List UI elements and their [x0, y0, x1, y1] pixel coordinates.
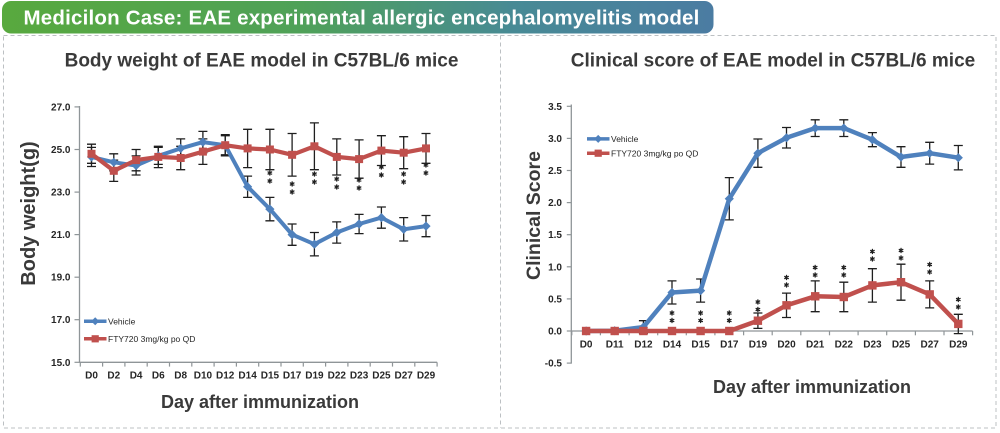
svg-text:0.0: 0.0: [548, 327, 562, 338]
svg-text:Clinical score of EAE model in: Clinical score of EAE model in C57BL/6 m…: [571, 51, 975, 72]
svg-text:FTY720 3mg/kg po QD: FTY720 3mg/kg po QD: [108, 334, 195, 344]
svg-text:Body weight(g): Body weight(g): [18, 141, 40, 285]
svg-text:D4: D4: [130, 371, 143, 382]
svg-text:25.0: 25.0: [51, 145, 71, 156]
svg-text:D25: D25: [372, 371, 391, 382]
svg-text:D27: D27: [395, 371, 414, 382]
svg-text:D6: D6: [152, 371, 165, 382]
svg-text:-0.5: -0.5: [545, 359, 563, 370]
svg-text:17.0: 17.0: [51, 315, 71, 326]
svg-text:1.5: 1.5: [548, 230, 562, 241]
svg-text:FTY720 3mg/kg po QD: FTY720 3mg/kg po QD: [611, 149, 698, 159]
svg-text:D11: D11: [606, 340, 624, 351]
svg-text:Day after immunization: Day after immunization: [713, 377, 911, 397]
svg-text:D23: D23: [350, 371, 369, 382]
svg-text:Body weight of EAE model in C5: Body weight of EAE model in C57BL/6 mice: [65, 51, 459, 72]
svg-text:15.0: 15.0: [51, 358, 71, 369]
svg-text:D15: D15: [261, 371, 280, 382]
svg-text:D23: D23: [863, 340, 882, 351]
svg-text:D12: D12: [216, 371, 235, 382]
svg-text:D14: D14: [663, 340, 682, 351]
svg-text:Clinical Score: Clinical Score: [523, 151, 545, 280]
svg-text:D8: D8: [174, 371, 187, 382]
svg-text:D21: D21: [806, 340, 825, 351]
svg-text:Vehicle: Vehicle: [611, 134, 639, 144]
svg-text:D19: D19: [749, 340, 768, 351]
svg-text:D20: D20: [777, 340, 796, 351]
svg-text:2.0: 2.0: [548, 198, 562, 209]
svg-text:D29: D29: [949, 340, 968, 351]
svg-text:D0: D0: [580, 340, 593, 351]
svg-text:D17: D17: [720, 340, 739, 351]
svg-text:Vehicle: Vehicle: [108, 317, 136, 327]
svg-text:2.5: 2.5: [548, 166, 562, 177]
svg-text:Day after immunization: Day after immunization: [161, 392, 359, 412]
svg-text:23.0: 23.0: [51, 188, 71, 199]
svg-text:D12: D12: [634, 340, 653, 351]
svg-text:D22: D22: [835, 340, 854, 351]
svg-text:27.0: 27.0: [51, 102, 71, 113]
svg-text:D15: D15: [691, 340, 710, 351]
svg-text:3.5: 3.5: [548, 102, 562, 113]
svg-text:D14: D14: [238, 371, 257, 382]
svg-text:D17: D17: [283, 371, 302, 382]
svg-text:D27: D27: [921, 340, 940, 351]
svg-text:D10: D10: [194, 371, 213, 382]
svg-text:D29: D29: [417, 371, 436, 382]
svg-text:Medicilon Case: EAE experiment: Medicilon Case: EAE experimental allergi…: [24, 7, 700, 30]
svg-text:D2: D2: [107, 371, 120, 382]
svg-text:3.0: 3.0: [548, 134, 562, 145]
svg-text:21.0: 21.0: [51, 230, 71, 241]
svg-text:1.0: 1.0: [548, 262, 562, 273]
svg-text:D25: D25: [892, 340, 911, 351]
svg-text:D0: D0: [85, 371, 98, 382]
svg-text:D19: D19: [305, 371, 324, 382]
svg-text:19.0: 19.0: [51, 273, 71, 284]
svg-text:0.5: 0.5: [548, 294, 562, 305]
svg-text:D22: D22: [328, 371, 347, 382]
